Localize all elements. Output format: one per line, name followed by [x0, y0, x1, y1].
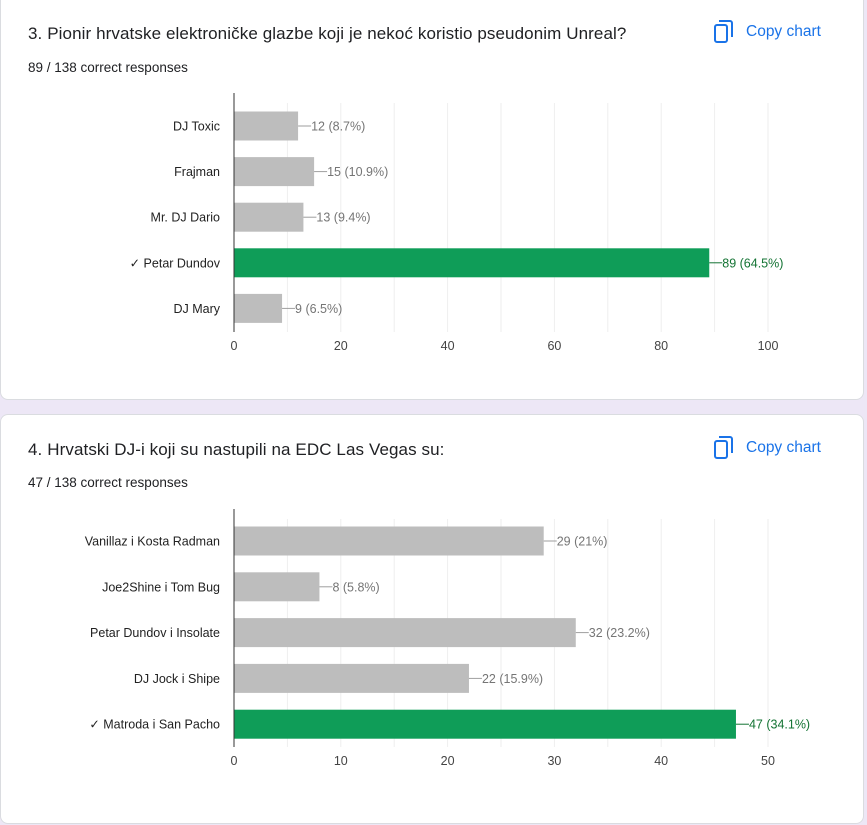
correct-responses-count: 47 / 138 correct responses — [28, 475, 188, 490]
category-label: Joe2Shine i Tom Bug — [102, 580, 220, 594]
category-label: ✓ Matroda i San Pacho — [89, 718, 220, 732]
x-tick-label: 10 — [334, 754, 348, 768]
data-label: 8 (5.8%) — [332, 580, 379, 594]
copy-icon — [714, 436, 733, 459]
category-label: DJ Toxic — [173, 120, 220, 134]
data-label: 32 (23.2%) — [589, 626, 650, 640]
question-card-4: 4. Hrvatski DJ-i koji su nastupili na ED… — [0, 414, 864, 824]
correct-responses-count: 89 / 138 correct responses — [28, 60, 188, 75]
bar — [234, 157, 315, 187]
bar — [234, 111, 299, 141]
x-tick-label: 60 — [547, 339, 561, 353]
x-axis-ticks: 0 10 20 30 40 50 — [231, 754, 775, 768]
data-label: 22 (15.9%) — [482, 672, 543, 686]
copy-chart-button[interactable]: Copy chart — [713, 20, 821, 44]
x-tick-label: 20 — [441, 754, 455, 768]
category-label: Vanillaz i Kosta Radman — [85, 535, 220, 549]
bar — [234, 293, 283, 323]
question-card-3: 3. Pionir hrvatske elektroničke glazbe k… — [0, 0, 864, 400]
bar — [234, 202, 304, 232]
bar — [234, 618, 576, 648]
category-label: DJ Jock i Shipe — [134, 672, 220, 686]
x-tick-label: 100 — [758, 339, 779, 353]
data-label: 15 (10.9%) — [327, 165, 388, 179]
data-label: 89 (64.5%) — [722, 256, 783, 270]
data-label: 47 (34.1%) — [749, 718, 810, 732]
x-tick-label: 30 — [547, 754, 561, 768]
bar-correct — [234, 248, 710, 278]
copy-chart-label: Copy chart — [746, 439, 821, 456]
x-tick-label: 20 — [334, 339, 348, 353]
data-label: 12 (8.7%) — [311, 120, 365, 134]
copy-icon — [714, 20, 733, 43]
x-tick-label: 80 — [654, 339, 668, 353]
category-label: ✓ Petar Dundov — [130, 256, 221, 270]
data-label: 13 (9.4%) — [316, 211, 370, 225]
x-axis-ticks: 0 20 40 60 80 100 — [231, 339, 779, 353]
bar — [234, 526, 544, 556]
bar — [234, 572, 320, 602]
category-label: DJ Mary — [173, 302, 220, 316]
data-label: 9 (6.5%) — [295, 302, 342, 316]
copy-chart-button[interactable]: Copy chart — [713, 436, 821, 460]
bar-correct — [234, 709, 736, 739]
x-tick-label: 40 — [654, 754, 668, 768]
copy-chart-label: Copy chart — [746, 23, 821, 40]
x-tick-label: 40 — [441, 339, 455, 353]
bar — [234, 663, 469, 693]
x-tick-label: 0 — [231, 339, 238, 353]
x-tick-label: 50 — [761, 754, 775, 768]
x-tick-label: 0 — [231, 754, 238, 768]
question-title: 4. Hrvatski DJ-i koji su nastupili na ED… — [28, 440, 445, 459]
category-label: Frajman — [174, 165, 220, 179]
category-label: Petar Dundov i Insolate — [90, 626, 220, 640]
question-title: 3. Pionir hrvatske elektroničke glazbe k… — [28, 24, 627, 43]
data-label: 29 (21%) — [557, 535, 608, 549]
bar-chart: 0 10 20 30 40 50 Vanillaz i Kosta Radman 29 (21… — [85, 509, 810, 768]
category-label: Mr. DJ Dario — [151, 211, 221, 225]
bar-chart: 0 20 40 60 80 100 DJ Toxic 12 (8.7%) Frajman 15 (… — [130, 93, 783, 353]
gridlines — [286, 103, 769, 332]
